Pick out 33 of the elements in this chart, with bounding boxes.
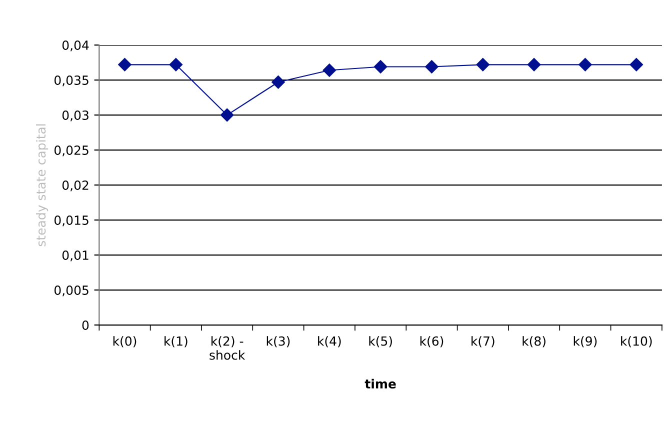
x-axis-title: time (364, 378, 396, 389)
y-tick-label: 0,035 (54, 76, 88, 86)
point (527, 58, 541, 72)
y-tick-label: 0,02 (62, 180, 88, 192)
x-tick-label: k(10) (621, 336, 652, 348)
x-tick-label: k(9) (574, 336, 597, 348)
y-tick-label: 0,01 (62, 250, 88, 262)
x-tick-label: k(7) (472, 336, 494, 348)
x-tick-label: k(6) (420, 336, 444, 348)
point (425, 60, 438, 74)
y-tick-label: 0,015 (54, 215, 88, 226)
point (169, 58, 182, 72)
point (476, 58, 490, 72)
point (272, 76, 285, 89)
point (220, 108, 234, 122)
x-tick-label: k(0) (113, 336, 136, 348)
x-tick-label: k(2) - shock (210, 336, 246, 360)
point (322, 64, 336, 77)
x-tick-label: k(4) (318, 336, 341, 348)
x-tick-label: k(1) (164, 336, 188, 348)
x-tick-label: k(3) (266, 336, 290, 348)
point (374, 60, 388, 74)
y-axis-title: steady state capital (36, 124, 48, 246)
y-tick-label: 0,025 (54, 146, 88, 156)
point (630, 58, 643, 72)
y-tick-label: 0,005 (54, 285, 88, 296)
y-tick-label: 0,03 (62, 110, 88, 122)
x-tick-label: k(8) (522, 336, 546, 348)
point (578, 58, 592, 72)
y-tick-label: 0,04 (62, 40, 89, 52)
y-tick-label: 0 (82, 320, 89, 330)
x-tick-label: k(5) (369, 336, 392, 348)
point (118, 58, 132, 72)
